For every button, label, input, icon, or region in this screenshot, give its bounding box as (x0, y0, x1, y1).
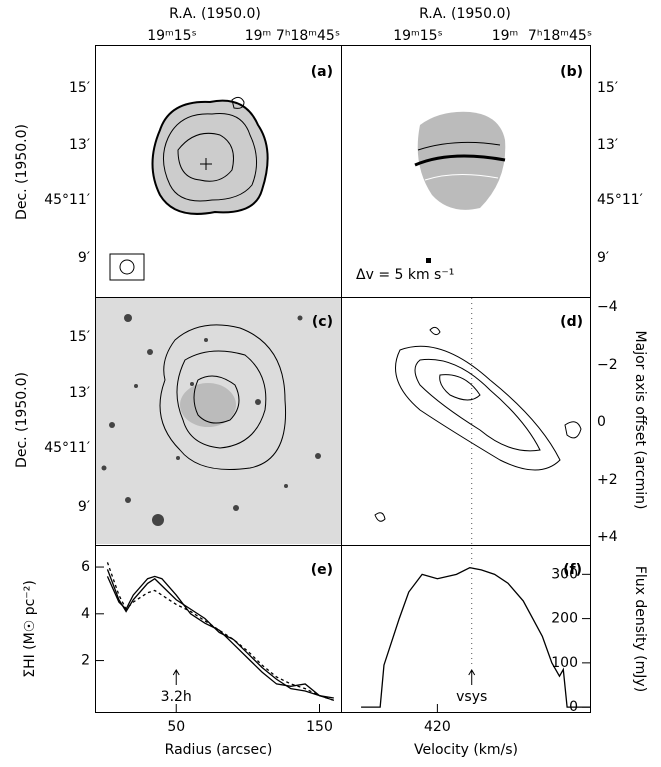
y-tick-label: 300 (551, 566, 578, 582)
annotation-arrow (172, 669, 180, 685)
ra-tick-label: 19ᵐ15ˢ (147, 28, 197, 44)
y-tick-label: 2 (81, 653, 90, 669)
y-axis-label: ΣHI (M☉ pc⁻²) (22, 580, 38, 678)
contour (395, 345, 561, 471)
beam-box (109, 253, 145, 281)
panel-label: (e) (311, 562, 333, 578)
dec-tick-label: 15′ (69, 80, 90, 96)
contour (177, 132, 234, 182)
dec-tick-label: 9′ (78, 250, 90, 266)
ra-tick-label: 7ʰ18ᵐ45ˢ (276, 28, 340, 44)
contour (159, 324, 287, 471)
panel-label: (f) (563, 562, 582, 578)
center-marker (200, 158, 212, 170)
annotation-arrow (468, 669, 476, 685)
line-series (106, 562, 335, 701)
frame (95, 45, 591, 713)
contour (151, 99, 269, 215)
ra-label: R.A. (1950.0) (419, 6, 511, 22)
velocity-field (417, 111, 506, 210)
panel-label: (b) (560, 64, 583, 80)
contour (193, 375, 240, 424)
ra-tick-label: 7ʰ18ᵐ45ˢ (528, 28, 592, 44)
dec-tick-label: 15′ (597, 80, 618, 96)
contour (424, 173, 499, 181)
x-axis-label: Radius (arcsec) (165, 742, 273, 758)
contour (231, 96, 245, 109)
contour (176, 350, 267, 449)
offset-tick-label: −2 (597, 357, 618, 373)
contour (414, 358, 541, 452)
offset-tick-label: +4 (597, 529, 618, 545)
y-tick-label: 200 (551, 611, 578, 627)
contour (163, 112, 257, 202)
x-tick-label: 150 (306, 719, 333, 735)
y-axis-label: Flux density (mJy) (632, 566, 648, 692)
dec-tick-label: 13′ (69, 385, 90, 401)
dec-label: Dec. (1950.0) (14, 124, 30, 220)
annotation: 3.2h (161, 689, 192, 705)
panel-label: (c) (312, 314, 333, 330)
x-axis-label: Velocity (km/s) (414, 742, 518, 758)
panel-label: (d) (560, 314, 583, 330)
offset-tick-label: +2 (597, 472, 618, 488)
contour (417, 141, 501, 151)
ra-tick-label: 19ᵐ15ˢ (393, 28, 443, 44)
velocity-note: Δv = 5 km s⁻¹ (356, 267, 454, 283)
stars (101, 314, 321, 526)
offset-tick-label: −4 (597, 299, 618, 315)
x-tick-label: 50 (167, 719, 185, 735)
dec-tick-label: 9′ (597, 250, 609, 266)
x-tick-label: 420 (424, 719, 451, 735)
dec-tick-label: 13′ (597, 137, 618, 153)
line-series (106, 569, 335, 701)
dec-label: Dec. (1950.0) (14, 372, 30, 468)
dec-tick-label: 45°11′ (597, 192, 643, 208)
y-tick-label: 4 (81, 606, 90, 622)
annotation: vsys (456, 689, 487, 705)
dec-tick-label: 45°11′ (44, 192, 90, 208)
y-tick-label: 6 (81, 559, 90, 575)
ra-tick-label: 19ᵐ (245, 28, 272, 44)
contour (374, 326, 582, 522)
y-tick-label: 100 (551, 655, 578, 671)
dec-tick-label: 13′ (69, 137, 90, 153)
ra-tick-label: 19ᵐ (492, 28, 519, 44)
ra-label: R.A. (1950.0) (169, 6, 261, 22)
panel-divider (95, 45, 590, 712)
beam (119, 259, 135, 275)
contour (439, 374, 481, 401)
contour (414, 154, 506, 167)
panel-label: (a) (311, 64, 333, 80)
channel-marker (426, 258, 431, 263)
dec-tick-label: 9′ (78, 499, 90, 515)
dec-tick-label: 45°11′ (44, 440, 90, 456)
line-series (106, 575, 334, 699)
line-series (361, 567, 590, 708)
offset-tick-label: 0 (597, 414, 606, 430)
offset-label: Major axis offset (arcmin) (632, 331, 648, 510)
dec-tick-label: 15′ (69, 329, 90, 345)
